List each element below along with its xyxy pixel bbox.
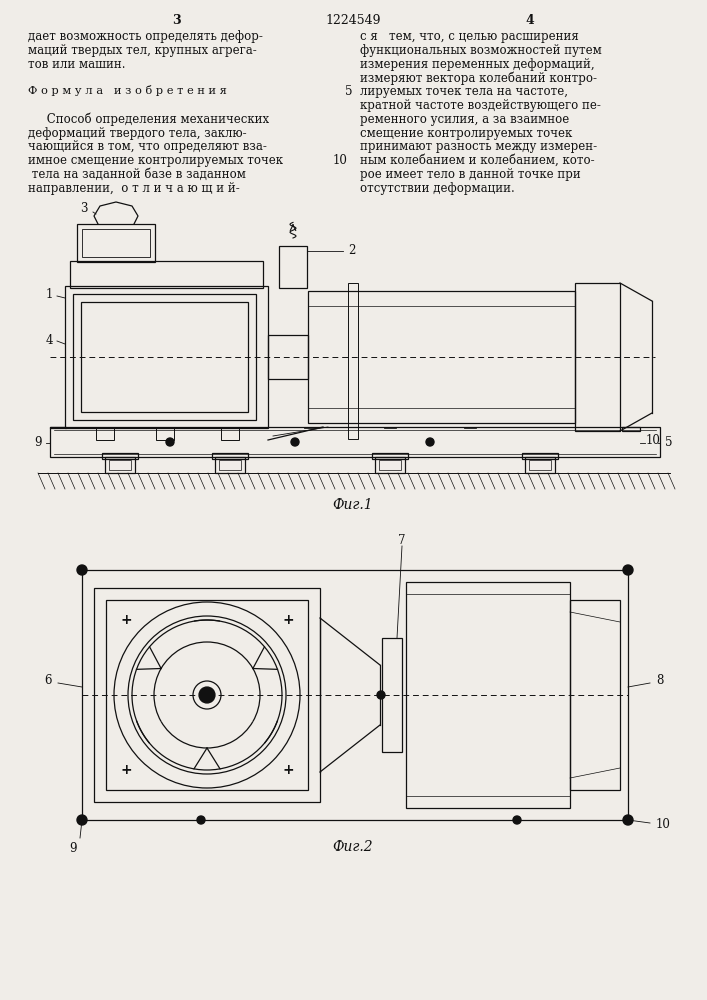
Bar (570, 600, 620, 790)
Text: 10: 10 (333, 154, 348, 167)
Bar (304, 427, 316, 428)
Bar (65, 286, 268, 428)
Bar (348, 283, 358, 439)
Bar (382, 638, 402, 752)
Circle shape (202, 690, 212, 700)
Text: 10: 10 (656, 818, 671, 832)
Bar (215, 457, 245, 473)
Text: лируемых точек тела на частоте,: лируемых точек тела на частоте, (360, 85, 568, 98)
Text: измеряют вектора колебаний контро-: измеряют вектора колебаний контро- (360, 71, 597, 85)
Text: кратной частоте воздействующего пе-: кратной частоте воздействующего пе- (360, 99, 601, 112)
Circle shape (77, 565, 87, 575)
Text: +: + (120, 763, 132, 777)
Bar (156, 428, 174, 440)
Text: смещение контролируемых точек: смещение контролируемых точек (360, 127, 572, 140)
Text: отсутствии деформации.: отсутствии деформации. (360, 182, 515, 195)
Text: 5: 5 (344, 85, 352, 98)
Text: 1224549: 1224549 (325, 14, 381, 27)
Text: принимают разность между измерен-: принимают разность между измерен- (360, 140, 597, 153)
Bar (212, 453, 248, 459)
Bar (82, 229, 150, 257)
Bar (384, 427, 396, 428)
Bar (50, 427, 66, 428)
Text: маций твердых тел, крупных агрега-: маций твердых тел, крупных агрега- (28, 44, 257, 57)
Bar (529, 460, 551, 470)
Text: 10: 10 (646, 434, 661, 448)
Bar (73, 294, 256, 420)
Bar (105, 457, 135, 473)
Circle shape (197, 816, 205, 824)
Text: рое имеет тело в данной точке при: рое имеет тело в данной точке при (360, 168, 580, 181)
Circle shape (623, 565, 633, 575)
Text: с я   тем, что, с целью расширения: с я тем, что, с целью расширения (360, 30, 579, 43)
Text: 1: 1 (46, 288, 53, 300)
Text: дает возможность определять дефор-: дает возможность определять дефор- (28, 30, 263, 43)
Bar (406, 582, 570, 808)
Circle shape (77, 815, 87, 825)
Text: направлении,  о т л и ч а ю щ и й-: направлении, о т л и ч а ю щ и й- (28, 182, 240, 195)
Text: 6: 6 (45, 674, 52, 686)
Bar (221, 428, 239, 440)
Bar (279, 246, 307, 288)
Bar (77, 224, 155, 262)
Circle shape (513, 816, 521, 824)
Circle shape (426, 438, 434, 446)
Text: деформаций твердого тела, заклю-: деформаций твердого тела, заклю- (28, 127, 247, 140)
Text: тела на заданной базе в заданном: тела на заданной базе в заданном (28, 168, 246, 181)
Bar (81, 302, 248, 412)
Bar (109, 460, 131, 470)
Circle shape (623, 815, 633, 825)
Bar (102, 453, 138, 459)
Text: 3: 3 (81, 202, 88, 216)
Bar (50, 427, 660, 457)
Text: 9: 9 (35, 436, 42, 450)
Text: ным колебанием и колебанием, кото-: ным колебанием и колебанием, кото- (360, 154, 595, 167)
Bar (94, 588, 320, 802)
Text: 7: 7 (398, 534, 406, 546)
Bar (96, 428, 114, 440)
Text: 3: 3 (172, 14, 180, 27)
Bar (379, 460, 401, 470)
Text: +: + (282, 613, 294, 627)
Bar (219, 460, 241, 470)
Bar (525, 457, 555, 473)
Text: Фиг.2: Фиг.2 (333, 840, 373, 854)
Circle shape (291, 438, 299, 446)
Bar (622, 427, 640, 431)
Circle shape (199, 687, 215, 703)
Text: +: + (120, 613, 132, 627)
Text: 5: 5 (665, 436, 672, 450)
Bar (575, 283, 620, 431)
Bar (522, 453, 558, 459)
Text: имное смещение контролируемых точек: имное смещение контролируемых точек (28, 154, 283, 167)
Bar (70, 261, 263, 288)
Text: +: + (282, 763, 294, 777)
Circle shape (377, 691, 385, 699)
Text: 8: 8 (656, 674, 663, 686)
Bar (106, 600, 308, 790)
Bar (375, 457, 405, 473)
Bar (372, 453, 408, 459)
Bar (82, 570, 628, 820)
Text: Способ определения механических: Способ определения механических (28, 113, 269, 126)
Bar (308, 291, 575, 423)
Text: 4: 4 (525, 14, 534, 27)
Text: Фиг.1: Фиг.1 (333, 498, 373, 512)
Text: измерения переменных деформаций,: измерения переменных деформаций, (360, 58, 595, 71)
Text: 9: 9 (69, 842, 77, 855)
Text: функциональных возможностей путем: функциональных возможностей путем (360, 44, 602, 57)
Text: тов или машин.: тов или машин. (28, 58, 126, 71)
Text: ременного усилия, а за взаимное: ременного усилия, а за взаимное (360, 113, 569, 126)
Text: Ф о р м у л а   и з о б р е т е н и я: Ф о р м у л а и з о б р е т е н и я (28, 85, 227, 96)
Text: 2: 2 (348, 244, 356, 257)
Circle shape (166, 438, 174, 446)
Text: 4: 4 (45, 334, 53, 348)
Text: чающийся в том, что определяют вза-: чающийся в том, что определяют вза- (28, 140, 267, 153)
Bar (268, 335, 308, 379)
Bar (464, 427, 476, 428)
